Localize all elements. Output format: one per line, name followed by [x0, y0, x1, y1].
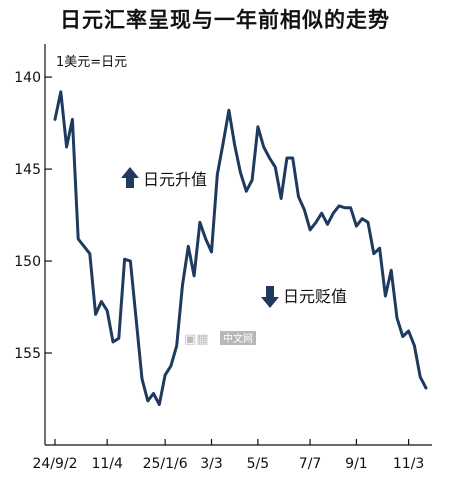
y-tick-label: 150: [14, 254, 41, 270]
x-tick-label: 11/4: [91, 456, 123, 472]
x-tick-label: 9/1: [345, 456, 368, 472]
x-tick-label: 11/3: [393, 456, 424, 472]
svg-text:▣▦: ▣▦: [184, 332, 209, 347]
watermark: 中文网 ▣▦: [184, 331, 256, 347]
x-tick-label: 3/3: [200, 456, 223, 472]
appreciation-annotation: 日元升值: [121, 167, 207, 189]
y-tick-label: 145: [14, 162, 41, 178]
x-tick-label: 24/9/2: [32, 456, 77, 472]
watermark-text: 中文网: [223, 332, 253, 345]
y-tick-label: 140: [14, 70, 41, 86]
x-axis-ticks: 24/9/2 11/4 25/1/6 3/3 5/5 7/7 9/1 11/3: [32, 439, 424, 472]
depreciation-annotation: 日元贬值: [261, 286, 347, 308]
y-tick-label: 155: [14, 346, 41, 362]
series-group: [53, 90, 428, 406]
x-tick-label: 5/5: [247, 456, 270, 472]
appreciation-label: 日元升值: [143, 170, 207, 189]
x-tick-label: 25/1/6: [143, 456, 188, 472]
usd-jpy-line: [53, 90, 428, 406]
unit-note: 1美元=日元: [56, 55, 127, 70]
up-arrow-icon: [121, 167, 139, 188]
down-arrow-icon: [261, 286, 279, 308]
chart-title: 日元汇率呈现与一年前相似的走势: [60, 8, 390, 32]
x-tick-label: 7/7: [299, 456, 322, 472]
y-axis-ticks: 140 145 150 155: [14, 70, 52, 362]
axes: [44, 44, 432, 446]
depreciation-label: 日元贬值: [283, 287, 347, 306]
